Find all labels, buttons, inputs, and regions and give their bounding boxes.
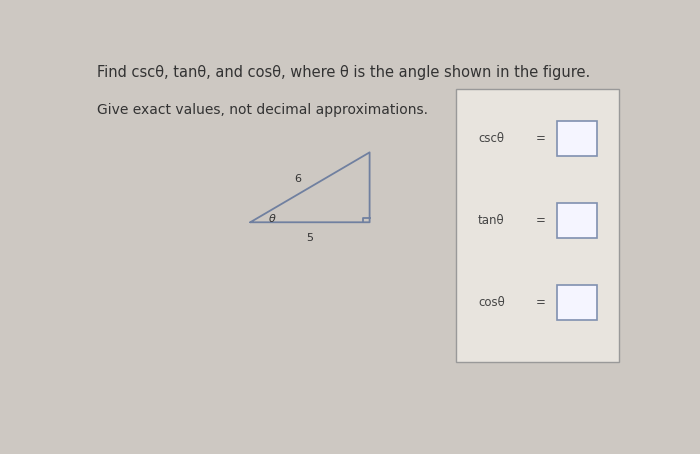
FancyBboxPatch shape: [556, 121, 598, 156]
Text: Give exact values, not decimal approximations.: Give exact values, not decimal approxima…: [97, 104, 428, 118]
FancyBboxPatch shape: [556, 203, 598, 238]
Text: Find cscθ, tanθ, and cosθ, where θ is the angle shown in the figure.: Find cscθ, tanθ, and cosθ, where θ is th…: [97, 65, 591, 80]
Text: cscθ: cscθ: [478, 132, 504, 145]
Text: 5: 5: [307, 233, 314, 243]
FancyBboxPatch shape: [556, 285, 598, 320]
Text: cosθ: cosθ: [478, 296, 505, 309]
FancyBboxPatch shape: [456, 89, 619, 362]
Text: =: =: [536, 296, 545, 309]
Text: =: =: [536, 132, 545, 145]
Text: 6: 6: [295, 174, 302, 184]
Text: =: =: [536, 214, 545, 227]
Text: θ: θ: [269, 214, 275, 224]
Text: tanθ: tanθ: [478, 214, 505, 227]
